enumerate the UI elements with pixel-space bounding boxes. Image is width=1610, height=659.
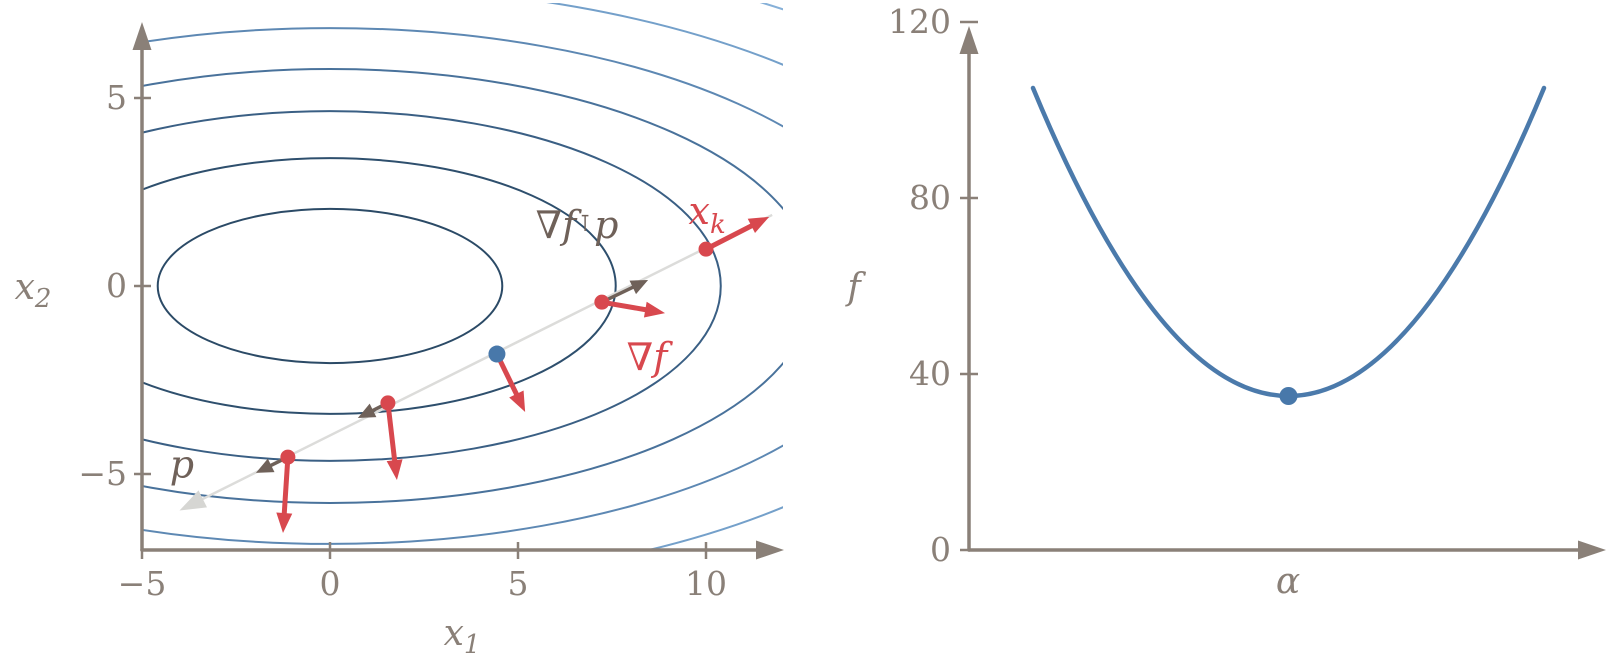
iterate-point [380, 395, 396, 411]
f-tick-label: 40 [909, 354, 951, 393]
f-tick-label: 120 [888, 2, 951, 41]
line-minimum-point [488, 345, 506, 363]
f-axis-label: f [844, 267, 866, 308]
annotation-xk: xk [689, 189, 726, 240]
curve-minimum-point [1279, 387, 1298, 405]
direction-p-arrowhead [179, 490, 208, 511]
x-tick-label: −5 [118, 564, 167, 603]
objective-along-line-curve [1030, 85, 1547, 398]
x-tick-label: 10 [685, 564, 727, 603]
contour-plot: −5 0 5 10 −5 0 5 x2 x1 p ∇f ⊺p ∇f xk [15, 3, 784, 659]
curve-group [1030, 85, 1547, 405]
iterate-point [280, 449, 296, 465]
f-tick-label: 0 [930, 530, 951, 569]
annotation-p: p [170, 442, 194, 486]
x2-axis-label: x2 [15, 267, 52, 314]
x-tick-label: 0 [320, 564, 341, 603]
contour-line [142, 110, 722, 462]
x1-axis-label: x1 [444, 613, 481, 659]
y-tick-label: 0 [106, 266, 127, 305]
alpha-axis-label: α [1276, 561, 1300, 602]
annotation-grad-f: ∇f [627, 335, 674, 379]
contour-line [156, 207, 504, 365]
line-search-objective-plot: 0 40 80 120 f α [844, 2, 1606, 602]
annotation-grad-f-transpose-p: ∇f ⊺p [536, 203, 619, 247]
left-axes-group: −5 0 5 10 −5 0 5 [78, 22, 784, 603]
iterate-point [594, 294, 610, 310]
right-axes-group: 0 40 80 120 [888, 2, 1606, 569]
points-group [280, 241, 714, 465]
contour-line [142, 157, 617, 415]
y-tick-label: −5 [78, 454, 127, 493]
y-tick-label: 5 [106, 78, 127, 117]
gradient-arrows-group [276, 216, 770, 534]
f-tick-label: 80 [909, 178, 951, 217]
iterate-point [698, 241, 714, 257]
x-tick-label: 5 [508, 564, 529, 603]
contour-line [142, 68, 783, 504]
